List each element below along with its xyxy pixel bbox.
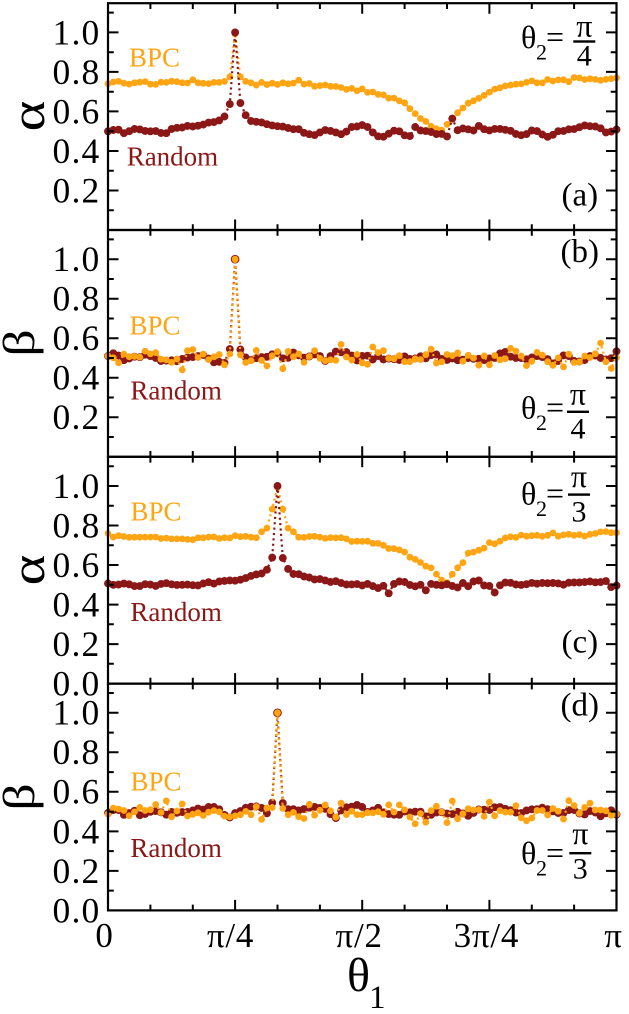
- svg-text:β: β: [0, 783, 44, 810]
- svg-text:1: 1: [369, 980, 386, 1009]
- svg-text:π: π: [572, 815, 588, 851]
- svg-text:0.6: 0.6: [53, 545, 101, 585]
- svg-text:0.8: 0.8: [53, 279, 101, 319]
- svg-text:2: 2: [536, 410, 547, 435]
- svg-text:0.8: 0.8: [53, 732, 101, 772]
- svg-text:=: =: [546, 475, 564, 511]
- svg-text:θ: θ: [521, 19, 536, 55]
- svg-text:1.0: 1.0: [53, 239, 101, 279]
- svg-text:BPC: BPC: [129, 43, 180, 73]
- svg-text:β: β: [0, 329, 44, 356]
- svg-text:π: π: [576, 8, 592, 44]
- svg-text:(d): (d): [561, 688, 599, 724]
- svg-text:3: 3: [573, 853, 588, 886]
- svg-text:0.2: 0.2: [53, 624, 101, 664]
- svg-text:2: 2: [536, 496, 547, 521]
- svg-text:0.6: 0.6: [53, 772, 101, 812]
- svg-text:α: α: [1, 101, 55, 132]
- svg-text:0.4: 0.4: [53, 358, 101, 398]
- svg-text:4: 4: [577, 40, 592, 73]
- svg-text:θ: θ: [347, 949, 370, 1002]
- svg-text:2: 2: [536, 855, 547, 880]
- svg-text:π: π: [570, 376, 586, 412]
- svg-text:θ: θ: [521, 390, 536, 426]
- svg-text:=: =: [546, 834, 564, 870]
- svg-text:0.0: 0.0: [53, 664, 101, 704]
- svg-text:(c): (c): [561, 625, 598, 661]
- svg-text:0.2: 0.2: [53, 397, 101, 437]
- svg-text:(b): (b): [561, 234, 599, 270]
- svg-text:Random: Random: [130, 597, 222, 627]
- svg-text:4: 4: [571, 413, 586, 446]
- svg-text:Random: Random: [127, 142, 219, 172]
- svg-text:0: 0: [95, 916, 113, 955]
- svg-text:(a): (a): [561, 178, 598, 214]
- svg-text:1.0: 1.0: [53, 12, 101, 52]
- svg-text:=: =: [546, 389, 564, 425]
- svg-text:π: π: [604, 916, 622, 955]
- svg-text:π/2: π/2: [336, 916, 383, 955]
- svg-text:3π/4: 3π/4: [454, 916, 520, 955]
- svg-text:0.6: 0.6: [53, 318, 101, 358]
- svg-text:0.8: 0.8: [53, 52, 101, 92]
- svg-text:0.2: 0.2: [53, 170, 101, 210]
- svg-text:π/4: π/4: [207, 916, 254, 955]
- svg-text:π: π: [571, 458, 587, 494]
- svg-text:θ: θ: [521, 835, 536, 871]
- svg-text:0.4: 0.4: [53, 811, 101, 851]
- svg-text:0.4: 0.4: [53, 585, 101, 625]
- svg-text:=: =: [546, 19, 564, 55]
- svg-text:2: 2: [536, 40, 547, 65]
- svg-text:Random: Random: [130, 833, 222, 863]
- svg-text:BPC: BPC: [131, 497, 182, 527]
- svg-text:0.2: 0.2: [53, 851, 101, 891]
- svg-text:1.0: 1.0: [53, 466, 101, 506]
- svg-text:θ: θ: [521, 475, 536, 511]
- svg-text:α: α: [1, 555, 55, 586]
- svg-text:1.0: 1.0: [53, 693, 101, 733]
- svg-text:0.4: 0.4: [53, 131, 101, 171]
- svg-text:0.6: 0.6: [53, 91, 101, 131]
- svg-text:BPC: BPC: [130, 311, 181, 341]
- svg-text:0.8: 0.8: [53, 505, 101, 545]
- svg-text:Random: Random: [130, 376, 222, 406]
- svg-text:3: 3: [572, 496, 587, 529]
- svg-text:BPC: BPC: [131, 767, 182, 797]
- svg-text:0.0: 0.0: [53, 890, 101, 930]
